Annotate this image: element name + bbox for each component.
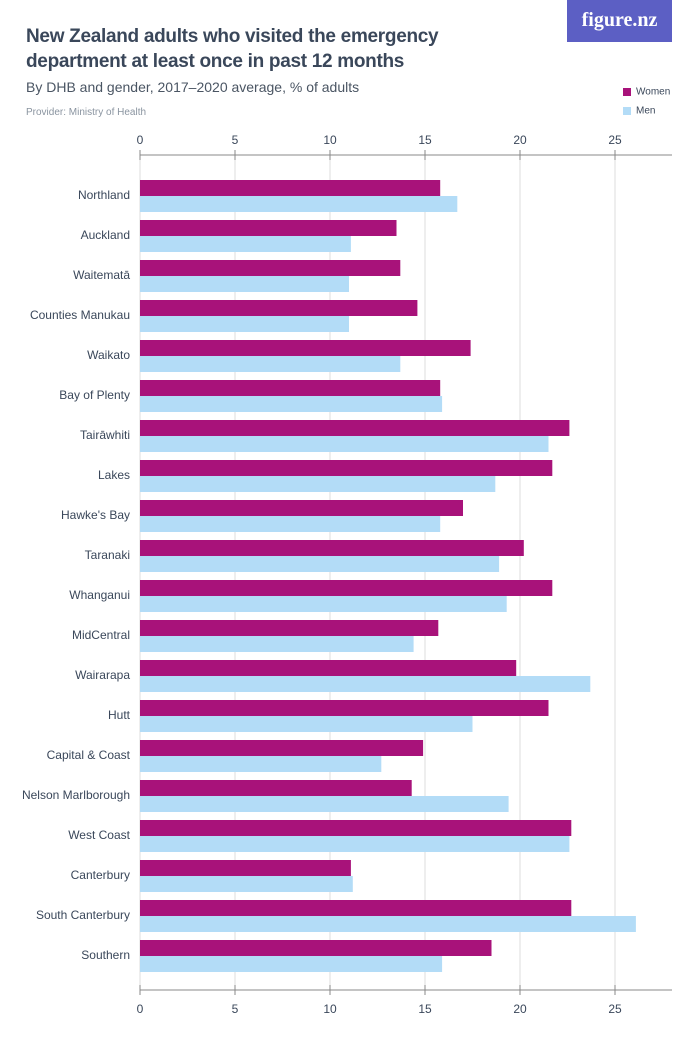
category-label: Hutt [108, 708, 131, 722]
bar [140, 436, 549, 452]
bar [140, 340, 471, 356]
bar [140, 876, 353, 892]
bar [140, 820, 572, 836]
category-label: South Canterbury [36, 908, 130, 922]
bar [140, 780, 412, 796]
chart-subtitle: By DHB and gender, 2017–2020 average, % … [26, 79, 360, 95]
bar [140, 956, 443, 972]
x-tick-label: 0 [137, 1002, 144, 1016]
x-tick-label: 10 [323, 1002, 337, 1016]
logo[interactable]: figure.nz [567, 0, 672, 42]
category-label: Wairarapa [75, 668, 130, 682]
category-label: Southern [81, 948, 130, 962]
bar [140, 900, 572, 916]
bar [140, 940, 492, 956]
bar [140, 276, 349, 292]
category-label: Capital & Coast [47, 748, 131, 762]
bar [140, 596, 507, 612]
x-tick-label: 25 [608, 1002, 622, 1016]
bar [140, 500, 463, 516]
bar [140, 700, 549, 716]
legend-label: Men [636, 106, 655, 117]
bar [140, 836, 570, 852]
bar [140, 636, 414, 652]
bar [140, 676, 591, 692]
bar [140, 260, 401, 276]
bar [140, 300, 418, 316]
bar [140, 396, 443, 412]
category-label: MidCentral [72, 628, 130, 642]
category-label: Taranaki [85, 548, 130, 562]
x-tick-label: 5 [232, 1002, 239, 1016]
bar [140, 220, 397, 236]
bar [140, 916, 636, 932]
bar [140, 716, 473, 732]
chart-title: New Zealand adults who visited the emerg… [26, 26, 439, 72]
bar [140, 196, 458, 212]
bar [140, 516, 441, 532]
bar [140, 460, 553, 476]
x-tick-label: 0 [137, 133, 144, 147]
category-label: Waikato [87, 348, 130, 362]
bar [140, 420, 570, 436]
bar [140, 580, 553, 596]
category-label: Whanganui [69, 588, 130, 602]
category-label: Northland [78, 188, 130, 202]
legend-label: Women [636, 87, 670, 98]
bar [140, 740, 424, 756]
category-label: Counties Manukau [30, 308, 130, 322]
bar [140, 540, 524, 556]
x-tick-label: 20 [513, 1002, 527, 1016]
category-label: Lakes [98, 468, 130, 482]
bar [140, 236, 351, 252]
bar [140, 380, 441, 396]
legend-swatch [623, 88, 631, 96]
bar [140, 476, 496, 492]
bar [140, 180, 441, 196]
category-label: West Coast [68, 828, 130, 842]
legend-swatch [623, 107, 631, 115]
category-label: Waitematā [73, 268, 130, 282]
provider: Provider: Ministry of Health [26, 107, 147, 118]
x-tick-label: 15 [418, 133, 432, 147]
x-tick-label: 25 [608, 133, 622, 147]
x-tick-label: 5 [232, 133, 239, 147]
category-label: Auckland [81, 228, 130, 242]
x-tick-label: 20 [513, 133, 527, 147]
category-label: Nelson Marlborough [22, 788, 130, 802]
bar [140, 660, 517, 676]
bar [140, 356, 401, 372]
category-label: Bay of Plenty [59, 388, 130, 402]
bar [140, 756, 382, 772]
bar [140, 316, 349, 332]
category-label: Canterbury [71, 868, 130, 882]
category-label: Tairāwhiti [80, 428, 130, 442]
bar [140, 620, 439, 636]
bar [140, 860, 351, 876]
bar [140, 796, 509, 812]
bar [140, 556, 500, 572]
x-tick-label: 10 [323, 133, 337, 147]
x-tick-label: 15 [418, 1002, 432, 1016]
category-label: Hawke's Bay [61, 508, 130, 522]
